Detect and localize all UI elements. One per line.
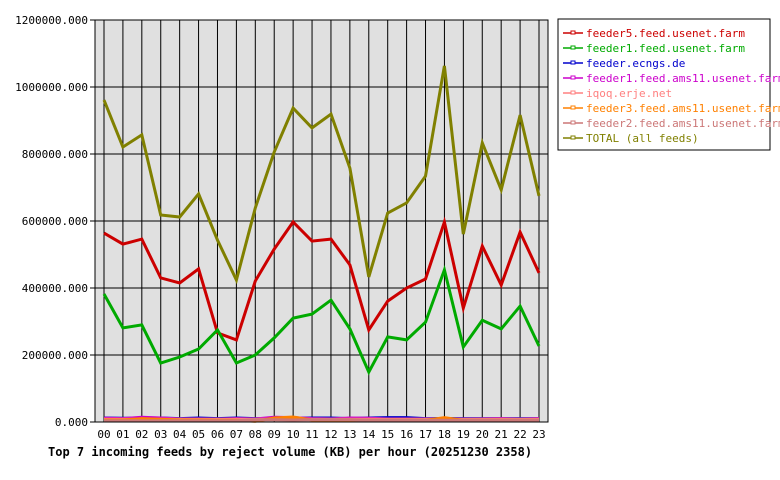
series-line-6 bbox=[104, 418, 539, 423]
y-tick-label: 1000000.000 bbox=[15, 81, 88, 94]
legend-marker bbox=[570, 135, 576, 140]
x-tick-label: 08 bbox=[249, 428, 262, 441]
legend-label: feeder1.feed.ams11.usenet.farm bbox=[586, 72, 780, 85]
x-tick-label: 01 bbox=[116, 428, 129, 441]
x-tick-label: 07 bbox=[230, 428, 243, 441]
y-axis: 0.000 200000.000 400000.000 600000.000 80000… bbox=[15, 14, 95, 429]
x-tick-label: 03 bbox=[154, 428, 167, 441]
x-tick-label: 22 bbox=[513, 428, 526, 441]
x-tick-label: 17 bbox=[419, 428, 432, 441]
series-line-0 bbox=[103, 216, 541, 342]
x-tick-label: 13 bbox=[343, 428, 356, 441]
x-tick-label: 19 bbox=[457, 428, 470, 441]
legend-marker bbox=[570, 120, 576, 125]
legend-label: feeder5.feed.usenet.farm bbox=[586, 27, 745, 40]
grid bbox=[95, 19, 548, 423]
x-tick-label: 20 bbox=[476, 428, 489, 441]
legend-marker bbox=[570, 30, 576, 35]
x-tick-label: 21 bbox=[495, 428, 508, 441]
legend-marker bbox=[570, 90, 576, 95]
x-tick-label: 09 bbox=[268, 428, 281, 441]
x-tick-label: 00 bbox=[97, 428, 110, 441]
legend-label: feeder1.feed.usenet.farm bbox=[586, 42, 745, 55]
legend-marker bbox=[570, 45, 576, 50]
x-tick-label: 11 bbox=[305, 428, 318, 441]
x-tick-label: 04 bbox=[173, 428, 187, 441]
x-tick-label: 10 bbox=[287, 428, 300, 441]
x-axis: 00 01 02 03 04 05 06 07 08 09 10 11 12 13 14 15 16 17 18 19… bbox=[97, 428, 545, 441]
x-tick-label: 02 bbox=[135, 428, 148, 441]
legend: feeder5.feed.usenet.farm feeder1.feed.use… bbox=[563, 27, 780, 145]
x-tick-label: 14 bbox=[362, 428, 376, 441]
y-tick-label: 600000.000 bbox=[22, 215, 88, 228]
x-tick-label: 16 bbox=[400, 428, 413, 441]
chart-title: Top 7 incoming feeds by reject volume (K… bbox=[48, 445, 532, 459]
legend-marker bbox=[570, 75, 576, 80]
x-tick-label: 05 bbox=[192, 428, 205, 441]
x-tick-label: 06 bbox=[211, 428, 224, 441]
series-line-1 bbox=[102, 264, 541, 376]
legend-marker bbox=[570, 60, 576, 65]
legend-box bbox=[557, 18, 771, 151]
x-tick-label: 15 bbox=[381, 428, 394, 441]
y-tick-label: 800000.000 bbox=[22, 148, 88, 161]
y-tick-label: 0.000 bbox=[55, 416, 88, 429]
x-tick-label: 18 bbox=[438, 428, 451, 441]
x-tick-label: 23 bbox=[532, 428, 545, 441]
legend-marker bbox=[570, 105, 576, 110]
legend-label: feeder2.feed.ams11.usenet.farm bbox=[586, 117, 780, 130]
legend-label: feeder.ecngs.de bbox=[586, 57, 685, 70]
legend-label: iqoq.erje.net bbox=[586, 87, 672, 100]
plot-border bbox=[94, 19, 549, 423]
y-tick-label: 200000.000 bbox=[22, 349, 88, 362]
legend-label: TOTAL (all feeds) bbox=[586, 132, 699, 145]
series-line-7 bbox=[102, 65, 541, 285]
x-tick-label: 12 bbox=[324, 428, 337, 441]
legend-label: feeder3.feed.ams11.usenet.farm bbox=[586, 102, 780, 115]
y-tick-label: 1200000.000 bbox=[15, 14, 88, 27]
series-lines bbox=[102, 65, 541, 423]
y-tick-label: 400000.000 bbox=[22, 282, 88, 295]
